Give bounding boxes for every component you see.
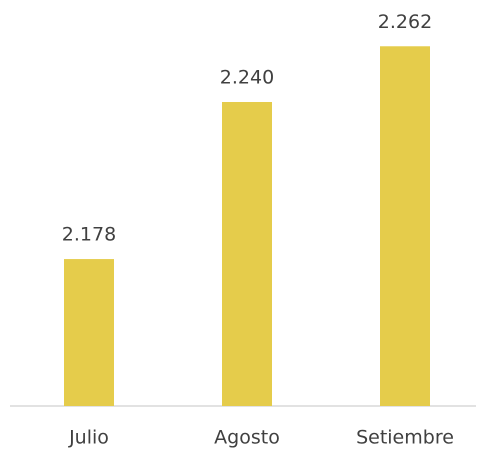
data-label: 2.240 [220, 67, 274, 89]
x-tick-label: Julio [68, 427, 109, 449]
bar [64, 259, 114, 406]
bar [222, 102, 272, 406]
bar [380, 46, 430, 407]
x-tick-label: Agosto [214, 427, 280, 449]
data-label: 2.262 [378, 11, 432, 33]
data-label: 2.178 [62, 224, 116, 246]
x-tick-label: Setiembre [356, 427, 454, 449]
